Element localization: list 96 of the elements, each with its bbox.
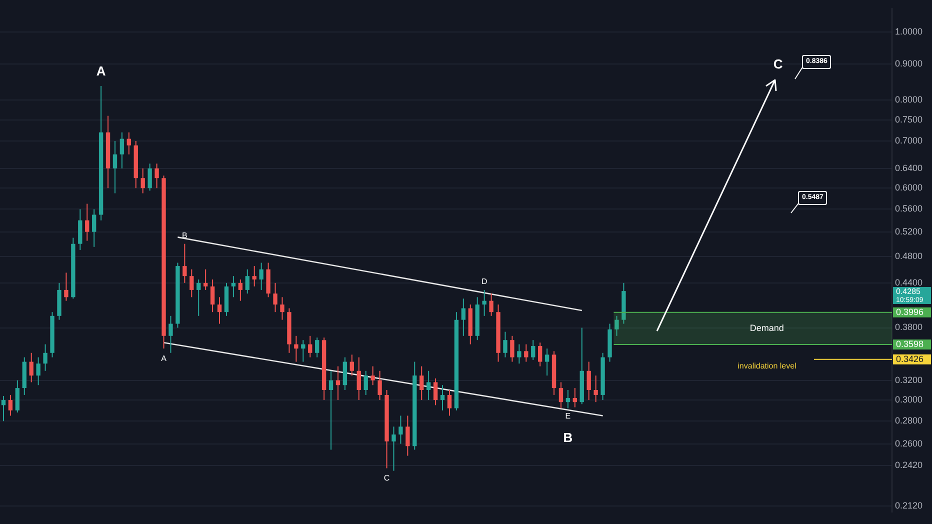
candlestick [259, 262, 264, 290]
candlestick [238, 278, 243, 302]
candlestick [126, 132, 132, 155]
text: 0.3426 [896, 354, 924, 364]
candlestick [85, 203, 90, 242]
candlestick [154, 163, 159, 189]
candlestick [112, 140, 118, 194]
candlestick [426, 370, 431, 401]
y-tick-label: 0.4400 [895, 277, 923, 288]
candlestick [140, 168, 145, 194]
candlestick [148, 163, 152, 192]
candlestick [190, 268, 194, 298]
candlestick [378, 370, 382, 401]
annotation: D [481, 277, 488, 286]
ref-line-label: invalidation level [738, 362, 797, 371]
y-tick-label: 0.2120 [895, 500, 923, 511]
candlestick [342, 356, 348, 390]
annotation: E [565, 411, 571, 420]
candlestick [203, 268, 208, 290]
candlestick [538, 342, 542, 367]
candlestick [8, 394, 13, 416]
y-tick-label: 0.9000 [895, 58, 923, 69]
candlestick [294, 335, 298, 362]
candlestick [308, 335, 312, 358]
candlestick [524, 344, 528, 362]
y-tick-label: 0.5600 [895, 204, 923, 214]
annotation: B [563, 430, 573, 445]
y-tick-label: 0.7000 [895, 135, 923, 146]
candlestick [503, 331, 508, 358]
y-tick-label: 0.4800 [895, 250, 923, 261]
candlestick [398, 415, 403, 444]
candlestick [447, 390, 452, 416]
candlestick [364, 370, 368, 396]
candlestick [29, 352, 34, 383]
candlestick [406, 415, 410, 456]
candlestick [558, 382, 564, 409]
candlestick [168, 315, 173, 354]
y-tick-label: 0.2420 [895, 460, 923, 470]
candlestick [217, 296, 222, 324]
candlestick [517, 344, 522, 364]
candlestick [196, 278, 201, 316]
candlestick [1, 395, 6, 422]
y-tick-label: 1.0000 [895, 26, 923, 36]
candlestick [350, 354, 354, 376]
annotation: C [773, 56, 784, 72]
candlestick [182, 243, 187, 284]
annotation: A [96, 64, 106, 79]
candlestick [36, 356, 40, 386]
y-tick-label: 0.6400 [895, 162, 923, 173]
candlestick [433, 378, 438, 406]
candlestick [614, 315, 619, 336]
annotation: B [182, 231, 188, 240]
candlestick [594, 375, 598, 403]
candlestick [392, 426, 396, 472]
candlestick [231, 276, 236, 298]
candlestick [328, 370, 334, 450]
candlestick [15, 380, 20, 414]
candlestick [420, 366, 424, 401]
y-tick-label: 0.3800 [895, 322, 923, 332]
y-tick-label: 0.6000 [895, 182, 923, 193]
text: 0.4285 [896, 287, 922, 296]
candlestick [210, 278, 215, 313]
candlestick [572, 388, 578, 408]
candlestick [482, 289, 486, 316]
candlestick [92, 208, 96, 248]
y-tick-label: 0.2800 [895, 416, 923, 426]
candlestick [531, 340, 536, 360]
y-tick-label: 0.5200 [895, 226, 923, 236]
y-tick-label: 0.2600 [895, 438, 923, 448]
candlestick [78, 208, 82, 251]
candlestick [489, 293, 494, 316]
y-tick-label: 0.8000 [895, 94, 923, 105]
candlestick [544, 348, 550, 376]
candlestick [64, 272, 68, 302]
text: 0.3996 [896, 306, 924, 317]
band-label: Demand [750, 322, 784, 333]
y-tick-label: 0.3200 [895, 374, 923, 385]
annotation: C [384, 473, 390, 482]
candlestick [566, 390, 570, 409]
text: 0.3598 [896, 338, 924, 349]
candlestick [586, 361, 591, 401]
candlestick [245, 268, 250, 294]
candlestick [120, 132, 124, 169]
annotation: A [161, 354, 168, 363]
y-tick-label: 0.7500 [895, 114, 923, 124]
candlestick [461, 298, 466, 336]
candlestick [273, 282, 278, 313]
candlestick [314, 337, 320, 358]
candlestick [370, 366, 375, 386]
candlestick [43, 344, 48, 372]
candlestick [356, 356, 361, 401]
candlestick [510, 335, 514, 362]
candlestick [440, 384, 445, 411]
candlestick [252, 266, 256, 287]
y-tick-label: 0.3000 [895, 394, 923, 405]
candlestick [280, 296, 284, 320]
